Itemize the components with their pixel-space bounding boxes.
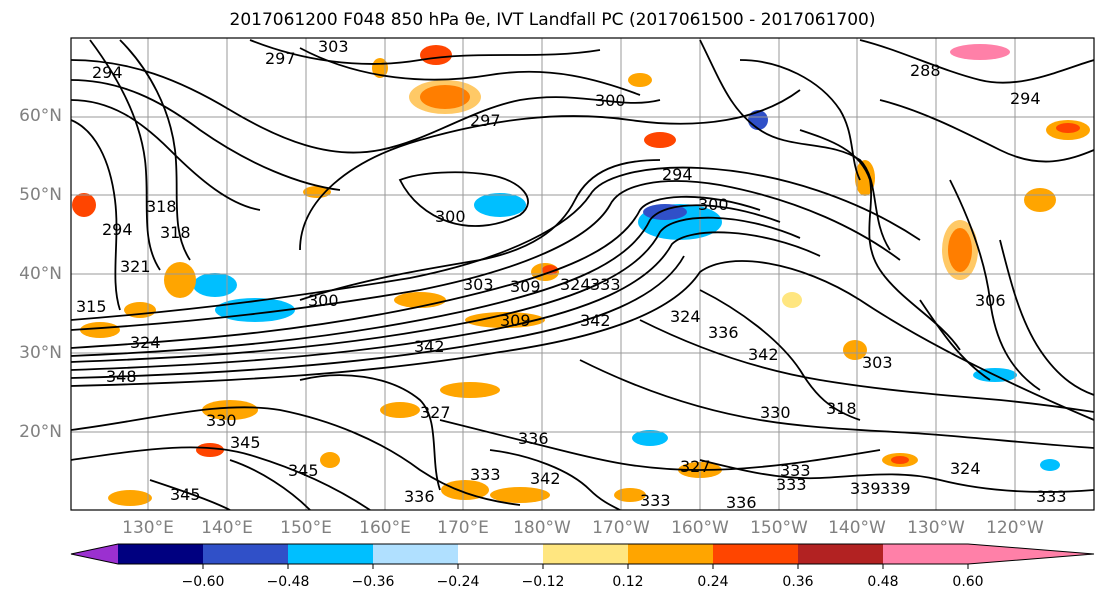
colorbar bbox=[70, 543, 1095, 569]
colorbar-tick-label: 0.12 bbox=[612, 574, 644, 590]
colorbar-segment bbox=[373, 544, 458, 564]
lat-label: 60°N bbox=[19, 106, 62, 126]
contour-label: 348 bbox=[106, 367, 137, 386]
contour-label: 324 bbox=[560, 275, 591, 294]
contour-label: 345 bbox=[288, 461, 319, 480]
colorbar-segment bbox=[288, 544, 373, 564]
contour-label: 339 bbox=[880, 479, 911, 498]
colorbar-tick-label: −0.36 bbox=[351, 574, 395, 590]
contour-label: 327 bbox=[420, 403, 451, 422]
contour-label: 333 bbox=[776, 475, 807, 494]
contour-label: 297 bbox=[265, 49, 296, 68]
contour-label: 324 bbox=[670, 307, 701, 326]
contour-label: 336 bbox=[518, 429, 549, 448]
contour-label: 303 bbox=[318, 37, 349, 56]
lon-label: 170°E bbox=[437, 518, 489, 538]
contour-label: 288 bbox=[910, 61, 941, 80]
chart-title: 2017061200 F048 850 hPa θe, IVT Landfall… bbox=[229, 10, 876, 30]
colorbar-segment bbox=[118, 544, 203, 564]
contour-label: 327 bbox=[680, 457, 711, 476]
contour-label: 342 bbox=[530, 469, 561, 488]
contour-label: 300 bbox=[698, 195, 729, 214]
lon-label: 120°W bbox=[986, 518, 1044, 538]
lon-label: 180°W bbox=[513, 518, 571, 538]
colorbar-segment bbox=[883, 544, 968, 564]
contour-label-layer: 297 303 294 300 288 294 300 297 294 300 … bbox=[76, 37, 1067, 512]
colorbar-tick-label: −0.48 bbox=[266, 574, 310, 590]
contour-label: 300 bbox=[308, 291, 339, 310]
colorbar-segment bbox=[203, 544, 288, 564]
contour-label: 345 bbox=[170, 485, 201, 504]
contour-label: 324 bbox=[950, 459, 981, 478]
contour-label: 309 bbox=[510, 277, 541, 296]
contour-label: 303 bbox=[463, 275, 494, 294]
contour-label: 342 bbox=[748, 345, 779, 364]
map-frame bbox=[70, 37, 1095, 511]
contour-label: 300 bbox=[435, 207, 466, 226]
lat-label: 40°N bbox=[19, 264, 62, 284]
contour-label: 294 bbox=[1010, 89, 1041, 108]
lon-label: 150°E bbox=[280, 518, 332, 538]
colorbar-segment bbox=[628, 544, 713, 564]
contour-label: 330 bbox=[206, 411, 237, 430]
colorbar-tick-label: −0.24 bbox=[436, 574, 480, 590]
colorbar-tick-label: 0.60 bbox=[952, 574, 984, 590]
contour-label: 324 bbox=[130, 333, 161, 352]
contour-label: 309 bbox=[500, 311, 531, 330]
contour-label: 339 bbox=[850, 479, 881, 498]
contour-label: 333 bbox=[780, 461, 811, 480]
contour-label: 333 bbox=[640, 491, 671, 510]
contour-label: 315 bbox=[76, 297, 107, 316]
lon-label: 150°W bbox=[750, 518, 808, 538]
colorbar-tick-label: 0.36 bbox=[782, 574, 814, 590]
contour-label: 333 bbox=[470, 465, 501, 484]
colorbar-segment bbox=[543, 544, 628, 564]
contour-label: 300 bbox=[595, 91, 626, 110]
contour-label: 306 bbox=[975, 291, 1006, 310]
lon-label: 130°W bbox=[907, 518, 965, 538]
contour-label: 342 bbox=[580, 311, 611, 330]
colorbar-tick-label: −0.12 bbox=[521, 574, 565, 590]
contour-label: 294 bbox=[662, 165, 693, 184]
lon-label: 140°E bbox=[201, 518, 253, 538]
colorbar-tick-label: −0.60 bbox=[181, 574, 225, 590]
lat-label: 20°N bbox=[19, 422, 62, 442]
theta-e-contours bbox=[71, 39, 1094, 510]
contour-label: 336 bbox=[708, 323, 739, 342]
colorbar-segment bbox=[713, 544, 798, 564]
contour-label: 333 bbox=[1036, 487, 1067, 506]
lon-label: 170°W bbox=[592, 518, 650, 538]
contour-label: 318 bbox=[146, 197, 177, 216]
contour-label: 336 bbox=[726, 493, 757, 512]
contour-label: 303 bbox=[862, 353, 893, 372]
contour-label: 318 bbox=[160, 223, 191, 242]
colorbar-extend-max bbox=[968, 544, 1094, 564]
contour-label: 342 bbox=[414, 337, 445, 356]
contour-label: 333 bbox=[590, 275, 621, 294]
lon-label: 160°W bbox=[671, 518, 729, 538]
contour-label: 297 bbox=[470, 111, 501, 130]
contour-label: 336 bbox=[404, 487, 435, 506]
lat-label: 30°N bbox=[19, 343, 62, 363]
lon-label: 130°E bbox=[122, 518, 174, 538]
contour-label: 321 bbox=[120, 257, 151, 276]
contour-label: 318 bbox=[826, 399, 857, 418]
contour-label: 330 bbox=[760, 403, 791, 422]
colorbar-segment bbox=[798, 544, 883, 564]
contour-label: 345 bbox=[230, 433, 261, 452]
colorbar-segment bbox=[458, 544, 543, 564]
contour-label: 294 bbox=[102, 220, 133, 239]
colorbar-tick-label: 0.24 bbox=[697, 574, 729, 590]
lon-label: 160°E bbox=[359, 518, 411, 538]
colorbar-extend-min bbox=[71, 544, 118, 564]
lon-label: 140°W bbox=[828, 518, 886, 538]
contour-label: 294 bbox=[92, 63, 123, 82]
colorbar-tick-label: 0.48 bbox=[867, 574, 899, 590]
lat-label: 50°N bbox=[19, 185, 62, 205]
